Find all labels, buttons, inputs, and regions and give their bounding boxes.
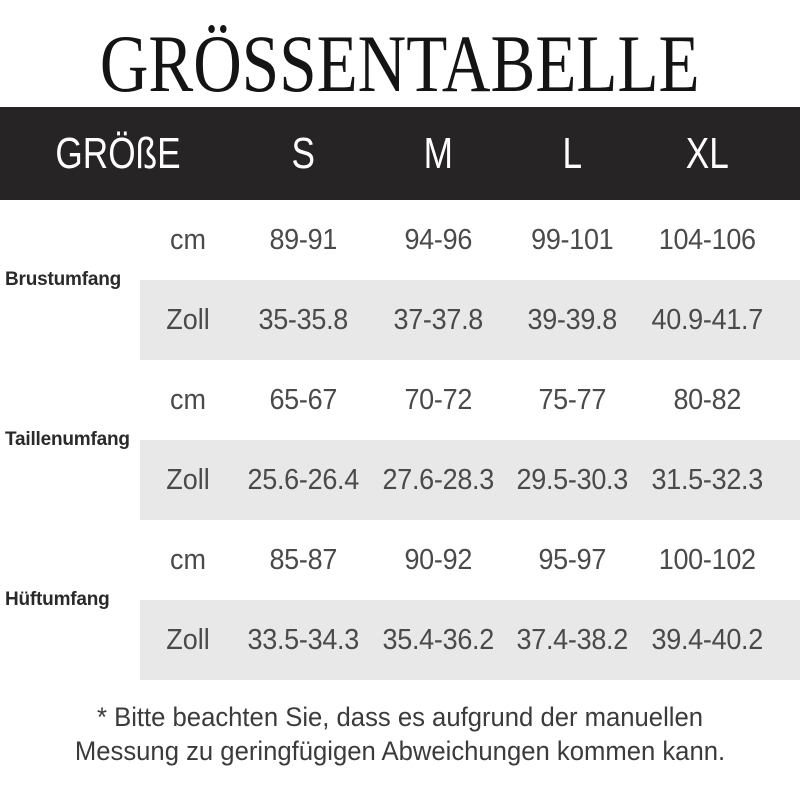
page-title: GRÖSSENTABELLE [100,17,700,109]
value-cell: 70-72 [403,383,472,416]
size-table: Brustumfang cm 89-91 94-96 99-101 104-10… [0,200,800,680]
section-brustumfang: Brustumfang cm 89-91 94-96 99-101 104-10… [0,200,800,360]
value-cell: 35-35.8 [258,303,349,336]
value-cell: 39-39.8 [527,303,618,336]
section-rows: cm 89-91 94-96 99-101 104-106 Zoll 35-35… [140,200,800,360]
unit-cell: cm [170,223,206,256]
section-taillenumfang: Taillenumfang cm 65-67 70-72 75-77 80-82… [0,360,800,520]
row-label-hueftumfang: Hüftumfang [5,589,110,610]
footnote: * Bitte beachten Sie, dass es aufgrund d… [74,702,726,766]
header-size-s: S [291,128,315,178]
header-size-l: L [562,128,583,178]
unit-cell: Zoll [166,463,210,496]
section-rows: cm 85-87 90-92 95-97 100-102 Zoll 33.5-3… [140,520,800,680]
section-rows: cm 65-67 70-72 75-77 80-82 Zoll 25.6-26.… [140,360,800,520]
measurement-row-zoll: Zoll 33.5-34.3 35.4-36.2 37.4-38.2 39.4-… [140,600,800,680]
value-cell: 27.6-28.3 [382,463,494,496]
measurement-row-cm: cm 85-87 90-92 95-97 100-102 [140,520,800,600]
value-cell: 90-92 [403,543,472,576]
value-cell: 99-101 [531,223,614,256]
measurement-row-cm: cm 65-67 70-72 75-77 80-82 [140,360,800,440]
table-header-row: GRÖßE S M L XL [0,107,800,200]
value-cell: 85-87 [269,543,338,576]
value-cell: 89-91 [269,223,338,256]
value-cell: 104-106 [658,223,756,256]
header-size-xl: XL [685,128,729,178]
value-cell: 33.5-34.3 [247,623,360,656]
value-cell: 80-82 [672,383,741,416]
value-cell: 39.4-40.2 [651,623,763,656]
measurement-row-zoll: Zoll 25.6-26.4 27.6-28.3 29.5-30.3 31.5-… [140,440,800,520]
value-cell: 37.4-38.2 [516,623,629,656]
unit-cell: cm [170,383,206,416]
section-hueftumfang: Hüftumfang cm 85-87 90-92 95-97 100-102 … [0,520,800,680]
row-label-taillenumfang: Taillenumfang [5,429,130,450]
value-cell: 35.4-36.2 [382,623,494,656]
value-cell: 31.5-32.3 [651,463,763,496]
unit-cell: Zoll [166,623,210,656]
measurement-row-cm: cm 89-91 94-96 99-101 104-106 [140,200,800,280]
value-cell: 100-102 [658,543,756,576]
title-area: GRÖSSENTABELLE [0,0,800,107]
unit-cell: cm [170,543,206,576]
value-cell: 25.6-26.4 [247,463,360,496]
value-cell: 29.5-30.3 [516,463,629,496]
row-label-brustumfang: Brustumfang [5,269,122,290]
value-cell: 37-37.8 [392,303,483,336]
value-cell: 65-67 [269,383,338,416]
value-cell: 94-96 [403,223,472,256]
header-size-label: GRÖßE [55,128,181,178]
value-cell: 40.9-41.7 [651,303,763,336]
header-size-m: M [423,128,453,178]
measurement-row-zoll: Zoll 35-35.8 37-37.8 39-39.8 40.9-41.7 [140,280,800,360]
value-cell: 75-77 [538,383,607,416]
value-cell: 95-97 [538,543,607,576]
unit-cell: Zoll [166,303,210,336]
